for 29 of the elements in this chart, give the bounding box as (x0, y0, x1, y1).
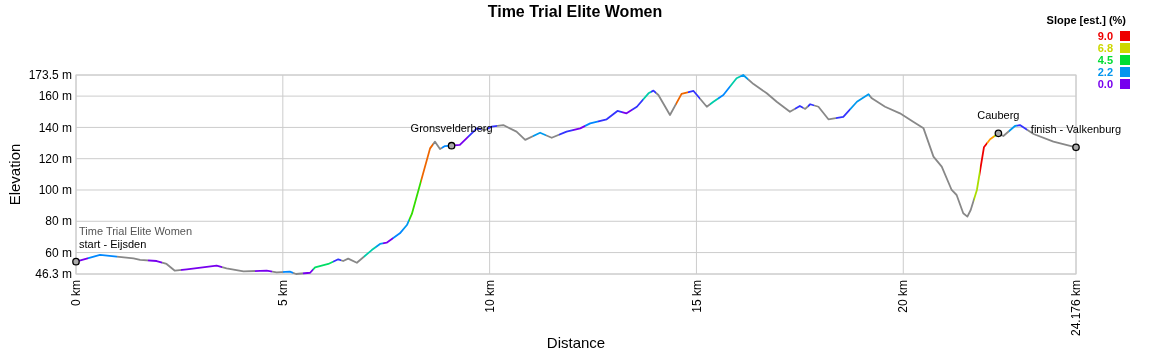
annotation: Cauberg (977, 109, 1020, 122)
y-tick-label: 120 m (38, 151, 72, 166)
annotation: Time Trial Elite Women (79, 224, 193, 237)
point (1072, 143, 1080, 152)
x-tick-label: 0 km (69, 280, 84, 307)
y-axis-title: Elevation (6, 143, 23, 206)
x-tick-label: 24.176 km (1069, 280, 1084, 337)
annotation: start - Eijsden (79, 237, 147, 250)
x-tick-label: 10 km (482, 280, 497, 313)
y-tick-label: 160 m (38, 89, 72, 104)
annotation: Gronsvelderberg (410, 121, 493, 134)
chart-title: Time Trial Elite Women (487, 3, 663, 20)
color-bar-label: 6.8 (1097, 41, 1113, 54)
color-bar-title: Slope [est.] (%) (1046, 14, 1127, 26)
y-tick-label: 140 m (38, 120, 72, 135)
x-tick-label: 20 km (896, 280, 911, 313)
y-tick-label: 60 m (45, 245, 72, 260)
y-tick-label: 100 m (38, 183, 72, 198)
color-bar-label: 0.0 (1097, 77, 1113, 90)
color-bar-label: 4.5 (1097, 53, 1113, 66)
y-tick-label: 46.3 m (35, 267, 72, 282)
x-tick-label: 15 km (689, 280, 704, 313)
color-bar-label: 9.0 (1097, 29, 1113, 42)
y-tick-label: 173.5 m (28, 68, 72, 83)
x-axis-title: Distance (546, 334, 606, 350)
color-bar-label: 2.2 (1097, 65, 1113, 78)
annotation: finish - Valkenburg (1030, 123, 1122, 136)
y-tick-label: 80 m (45, 214, 72, 229)
x-tick-label: 5 km (276, 280, 291, 307)
